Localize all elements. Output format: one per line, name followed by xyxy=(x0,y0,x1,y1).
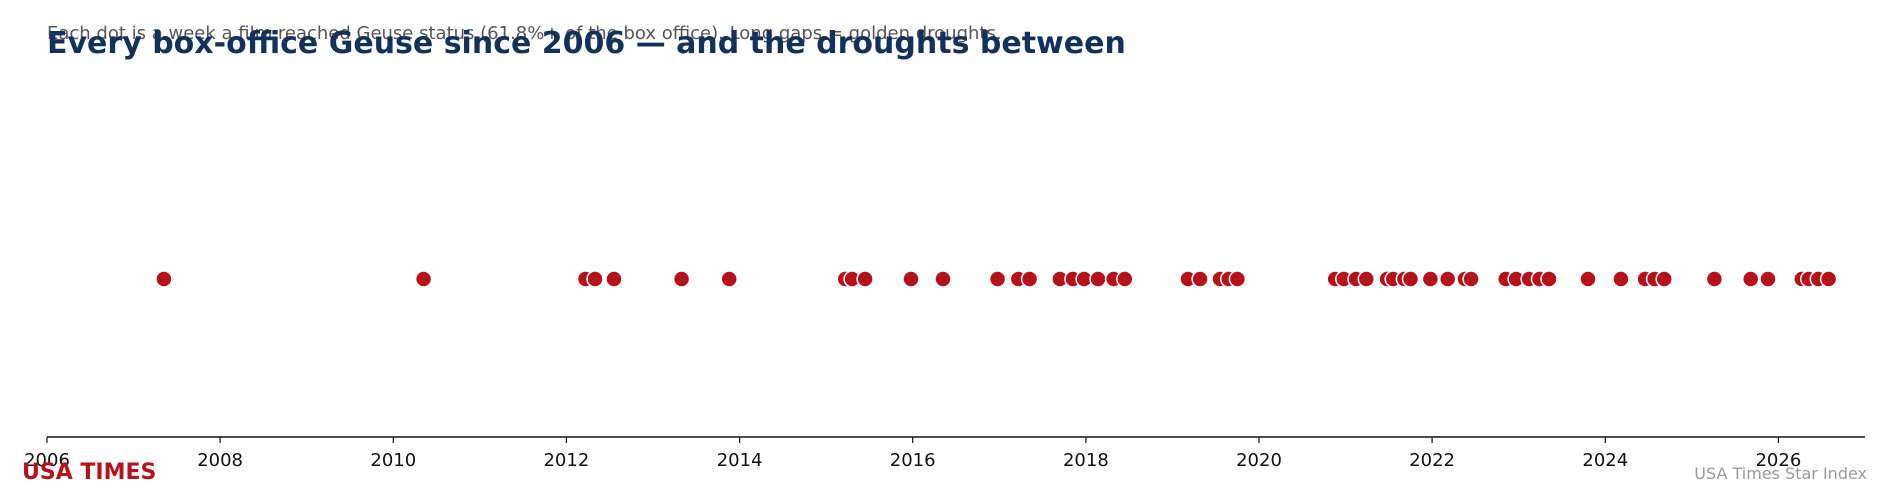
geuse-week-dot xyxy=(605,270,623,288)
geuse-week-dot xyxy=(902,270,920,288)
geuse-week-dot xyxy=(1438,270,1457,288)
x-tick-label: 2026 xyxy=(1755,450,1801,471)
x-tick-label: 2016 xyxy=(890,450,936,471)
x-axis-ticks: 2006 2008 2010 2012 2014 2016 2018 2020 2022 2024… xyxy=(24,437,1801,471)
chart-subtitle: Each dot is a week a film reached Geuse … xyxy=(47,23,1002,44)
geuse-week-dot xyxy=(155,270,173,288)
geuse-week-dot xyxy=(988,270,1007,288)
x-tick-label: 2014 xyxy=(717,450,763,471)
geuse-week-dot xyxy=(1421,270,1440,288)
geuse-week-dot xyxy=(414,270,433,288)
geuse-week-dot xyxy=(1759,270,1777,288)
x-tick-label: 2006 xyxy=(24,450,70,471)
geuse-week-dot xyxy=(1401,270,1420,288)
x-tick-label: 2020 xyxy=(1236,450,1282,471)
geuse-week-dot xyxy=(1462,270,1480,288)
geuse-week-dot xyxy=(1191,270,1209,288)
geuse-week-dot xyxy=(1357,270,1376,288)
geuse-week-dot xyxy=(1612,270,1630,288)
x-tick-label: 2018 xyxy=(1063,450,1109,471)
geuse-week-dot xyxy=(856,270,874,288)
geuse-week-dot xyxy=(672,270,691,288)
geuse-week-dot xyxy=(720,270,738,288)
x-tick-label: 2022 xyxy=(1409,450,1455,471)
geuse-week-dot xyxy=(1741,270,1760,288)
geuse-week-dot xyxy=(1540,270,1558,288)
geuse-week-dot xyxy=(1116,270,1134,288)
dots-layer xyxy=(155,270,1838,288)
geuse-week-dot xyxy=(1228,270,1247,288)
geuse-week-dot xyxy=(1020,270,1039,288)
geuse-week-dot xyxy=(1819,270,1838,288)
geuse-week-dot xyxy=(586,270,604,288)
x-tick-label: 2012 xyxy=(543,450,589,471)
brand-logo-text: USA TIMES xyxy=(22,460,156,485)
geuse-week-dot xyxy=(934,270,952,288)
x-tick-label: 2024 xyxy=(1582,450,1628,471)
geuse-week-dot xyxy=(1579,270,1597,288)
geuse-week-dot xyxy=(1705,270,1724,288)
x-tick-label: 2010 xyxy=(370,450,416,471)
chart-title: Every box-office Geuse since 2006 — and … xyxy=(47,26,1126,61)
geuse-week-dot xyxy=(1089,270,1107,288)
geuse-week-dot xyxy=(1655,270,1673,288)
x-tick-label: 2008 xyxy=(197,450,243,471)
source-note: USA Times Star Index xyxy=(1694,464,1867,483)
